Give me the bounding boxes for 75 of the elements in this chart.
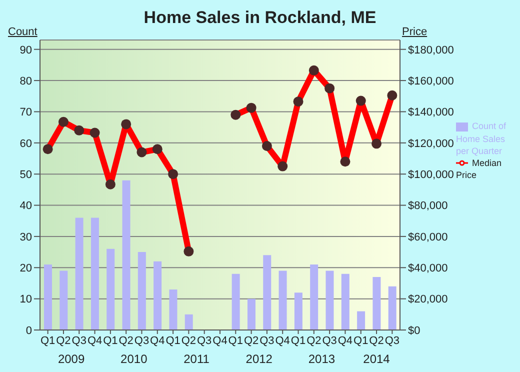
y-tick-label: 20: [20, 262, 32, 275]
bar: [341, 274, 350, 330]
x-tick-label: Q2: [56, 334, 71, 347]
legend-label: Median Price: [456, 158, 502, 180]
x-tick-label: Q2: [118, 334, 134, 347]
text: 2012: [244, 352, 274, 366]
bar: [44, 264, 52, 330]
chart-title: Home Sales in Rockland, ME: [144, 8, 376, 27]
x-tick-label: Q2: [369, 334, 384, 347]
y2-tick-label: $160,000: [408, 75, 454, 88]
y-tick-label: 70: [20, 106, 32, 119]
bar: [138, 252, 146, 330]
y-tick-label: 50: [20, 168, 32, 181]
x-tick-label: Q3: [384, 334, 400, 347]
x-tick-label: Q3: [260, 334, 274, 347]
bar: [154, 261, 162, 330]
x-tick-label: Q3: [197, 334, 212, 347]
bar: [263, 255, 272, 330]
y2-axis-title: Price: [402, 26, 428, 38]
bar: [169, 289, 178, 330]
bar: [372, 276, 381, 330]
x-tick-label: Q1: [290, 334, 306, 347]
bar: [247, 298, 256, 330]
x-tick-label: Q3: [134, 334, 150, 347]
y-tick-label: 10: [20, 294, 32, 306]
y-tick-label: 60: [20, 138, 32, 150]
x-tick-label: Q3: [322, 334, 337, 347]
y-tick-label: 40: [20, 200, 32, 212]
y2-tick-label: $100,000: [408, 168, 454, 181]
y-axis-title: Count: [8, 26, 38, 38]
bar: [357, 311, 366, 330]
text: 2011: [182, 352, 210, 366]
x-tick-label: Q4: [338, 334, 353, 347]
bar: [75, 218, 84, 330]
y2-tick-label: $120,000: [408, 138, 454, 150]
bar: [388, 286, 396, 330]
x-tick-label: Q2: [181, 334, 196, 347]
text: 2010: [120, 352, 148, 366]
bar: [326, 270, 334, 330]
y2-tick-label: $80,000: [408, 200, 448, 212]
y2-tick-label: $0: [408, 324, 420, 337]
x-tick-label: Q2: [306, 334, 322, 347]
y2-tick-label: $20,000: [408, 294, 448, 306]
y2-tick-label: $180,000: [408, 44, 454, 56]
x-tick-label: Q1: [354, 334, 368, 347]
x-tick-label: Q4: [87, 334, 102, 347]
bar: [90, 218, 99, 330]
bar: [60, 270, 68, 330]
bar: [278, 270, 287, 330]
bar: [106, 248, 115, 330]
x-tick-label: Q4: [150, 334, 165, 347]
x-tick-label: Q4: [212, 334, 228, 347]
x-tick-label: Q1: [166, 334, 180, 347]
y-tick-label: 30: [20, 231, 32, 244]
x-tick-label: Q1: [103, 334, 118, 347]
bar: [232, 274, 240, 330]
bar: [184, 314, 193, 330]
y-tick-label: 0: [26, 324, 32, 337]
x-tick-label: Q3: [72, 334, 86, 347]
y-tick-label: 80: [20, 75, 32, 88]
y2-tick-label: $60,000: [408, 231, 448, 244]
bar: [294, 292, 302, 330]
x-tick-label: Q1: [40, 334, 56, 347]
y-tick-label: 90: [20, 44, 32, 56]
text: 2014: [362, 352, 391, 366]
x-tick-label: Q1: [228, 334, 243, 347]
text: 2013: [307, 352, 336, 366]
text: 2009: [56, 352, 86, 366]
y2-tick-label: $140,000: [408, 106, 454, 119]
x-tick-label: Q2: [244, 334, 259, 347]
bar: [310, 264, 318, 330]
legend-label: Count of Home Sales per Quarter: [456, 121, 506, 156]
bar: [122, 180, 130, 330]
y2-tick-label: $40,000: [408, 262, 448, 275]
x-tick-label: Q4: [275, 334, 290, 347]
